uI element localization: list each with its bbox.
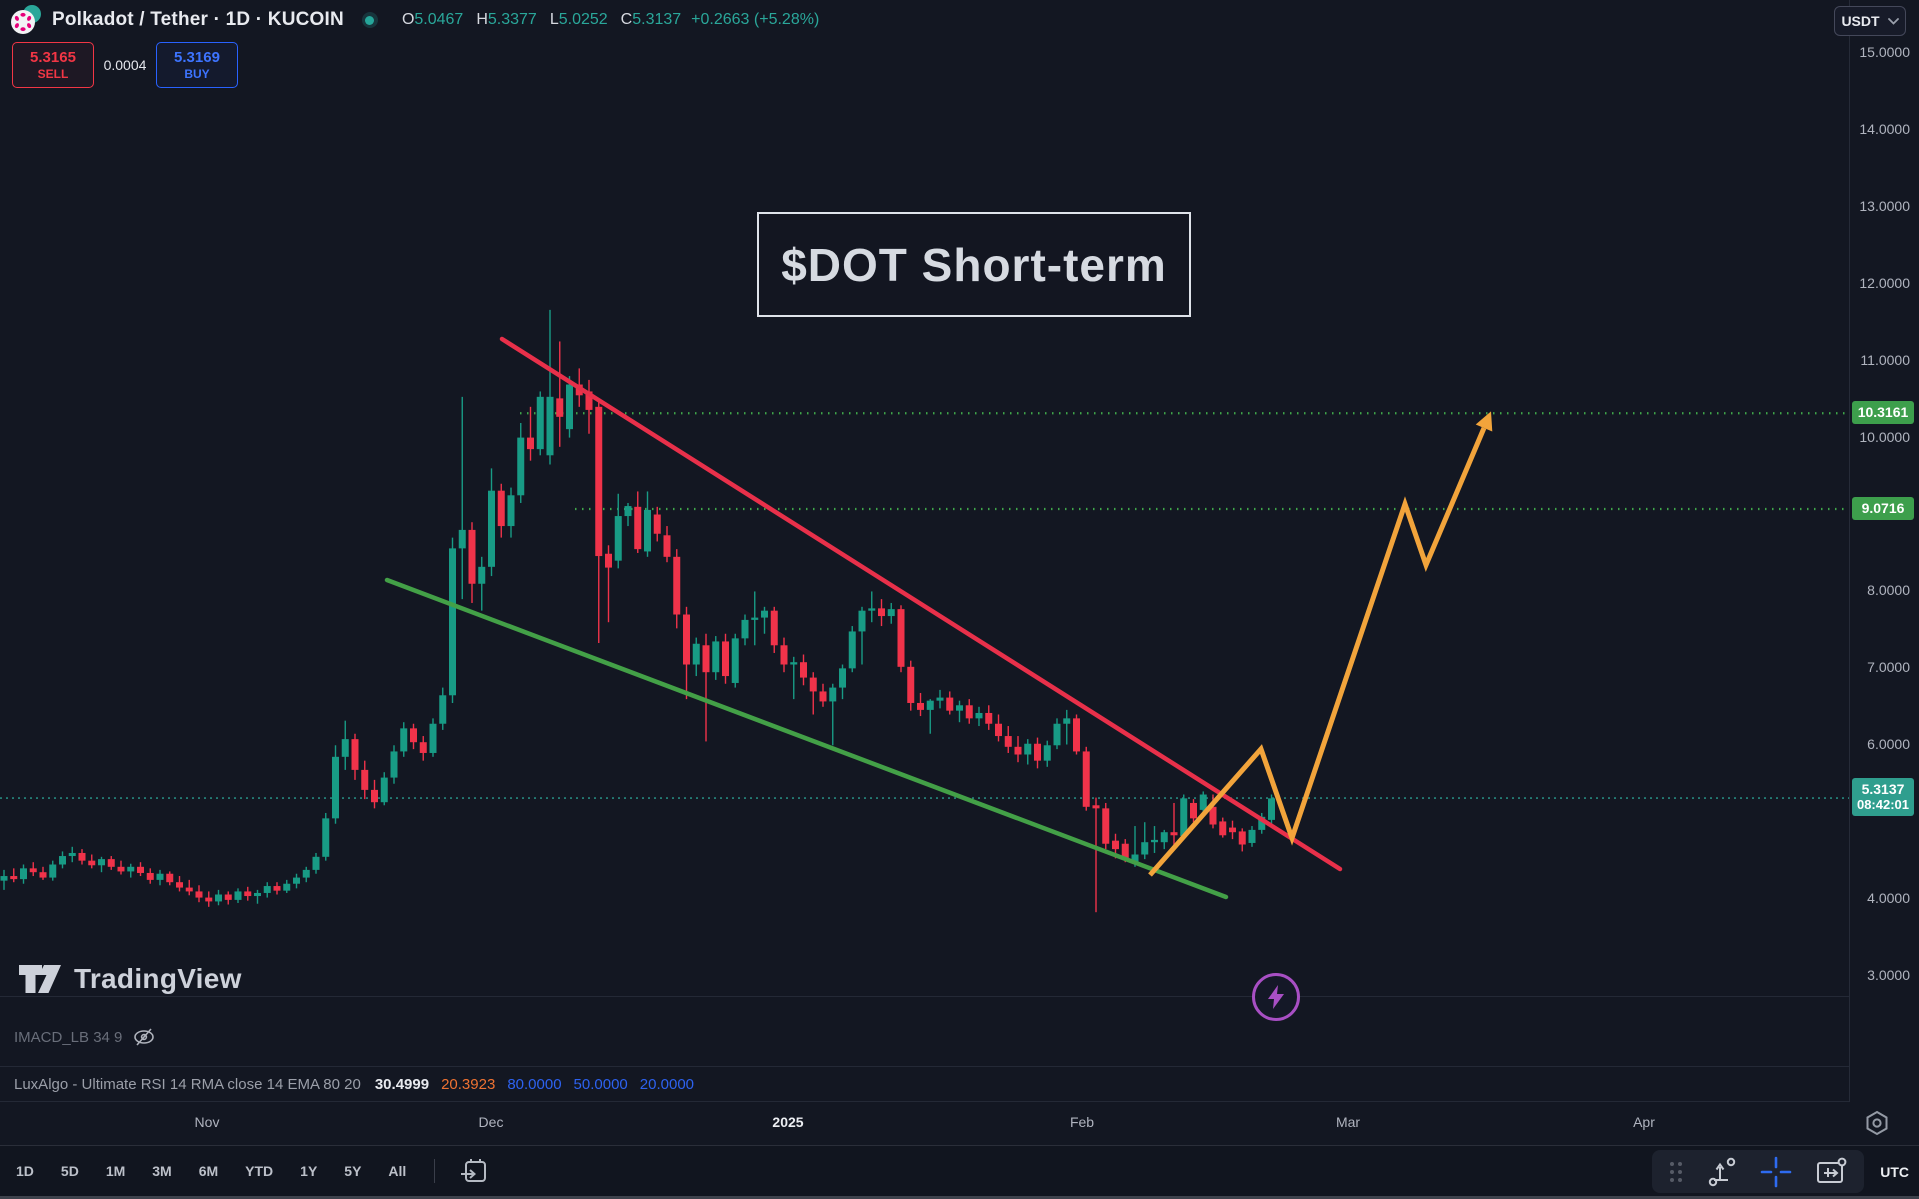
target-price-badge: 9.0716 (1852, 497, 1914, 520)
toolbar-right-group: UTC (1652, 1150, 1909, 1193)
indicator-row-luxalgo: LuxAlgo - Ultimate RSI 14 RMA close 14 E… (14, 1070, 694, 1098)
sell-button[interactable]: 5.3165 SELL (12, 42, 94, 88)
eye-hidden-icon[interactable] (132, 1025, 156, 1049)
time-axis-label: Apr (1633, 1114, 1655, 1130)
ohlc-item: L5.0252 (549, 11, 608, 28)
timeframe-group: 1D 5D 1M 3M 6M YTD 1Y 5Y All (16, 1163, 406, 1179)
time-axis[interactable]: Nov Dec 2025 Feb Mar Apr (0, 1102, 1919, 1145)
trade-panel: 5.3165 SELL 0.0004 5.3169 BUY (12, 42, 238, 88)
projection-layer[interactable] (1148, 411, 1493, 877)
tradingview-brand-text: TradingView (74, 963, 242, 994)
lightning-button[interactable] (1252, 973, 1300, 1021)
bottom-edge-strip (0, 1196, 1919, 1199)
timeframe-button-all[interactable]: All (388, 1163, 407, 1179)
timeframe-button-5y[interactable]: 5Y (344, 1163, 362, 1179)
luxalgo-value: 20.3923 (441, 1075, 496, 1093)
time-axis-label: Feb (1069, 1114, 1095, 1130)
sell-label: SELL (37, 67, 69, 81)
go-to-date-icon[interactable] (459, 1156, 489, 1186)
price-axis-label: 8.0000 (1867, 582, 1910, 599)
buy-button[interactable]: 5.3169 BUY (156, 42, 238, 88)
symbol-title[interactable]: Polkadot / Tether · 1D · KUCOIN (52, 9, 344, 30)
axis-settings-gear-icon[interactable] (1864, 1110, 1890, 1141)
time-axis-label: Dec (478, 1114, 504, 1130)
buy-label: BUY (184, 67, 210, 81)
trendlines-layer[interactable] (384, 336, 1343, 900)
price-axis-label: 3.0000 (1867, 967, 1910, 984)
polkadot-logo-icon (10, 3, 42, 37)
market-status-icon[interactable] (361, 12, 378, 28)
timeframe-button-6m[interactable]: 6M (198, 1163, 219, 1179)
price-axis-label: 14.0000 (1859, 120, 1910, 137)
luxalgo-value: 80.0000 (507, 1075, 562, 1093)
tradingview-attribution[interactable]: TradingView (18, 963, 242, 995)
time-axis-label: 2025 (772, 1114, 804, 1130)
timeframe-button-5d[interactable]: 5D (60, 1163, 79, 1179)
timeframe-button-1y[interactable]: 1Y (300, 1163, 318, 1179)
timeframe-button-1m[interactable]: 1M (105, 1163, 126, 1179)
change-value: +0.2663 (+5.28%) (691, 11, 820, 28)
currency-value: USDT (1841, 13, 1880, 29)
luxalgo-value: 30.4999 (374, 1075, 430, 1093)
bottom-toolbar: 1D 5D 1M 3M 6M YTD 1Y 5Y All (0, 1145, 1919, 1196)
toolbar-icon-panel (1652, 1150, 1865, 1193)
price-axis-label: 12.0000 (1859, 274, 1910, 291)
price-axis-label: 10.0000 (1859, 428, 1910, 445)
price-axis-label: 15.0000 (1859, 44, 1910, 60)
indicator-row-imacd: IMACD_LB 34 9 (14, 1022, 156, 1052)
chart-header: Polkadot / Tether · 1D · KUCOIN O5.0467 H… (10, 3, 820, 37)
price-axis[interactable]: 15.0000 14.0000 13.0000 12.0000 11.0000 10.00… (1849, 0, 1919, 1145)
price-axis-label: 11.0000 (1860, 351, 1910, 368)
pane-separator[interactable] (0, 996, 1919, 997)
spread-value: 0.0004 (103, 57, 147, 73)
current-price-badge: 5.3137 08:42:01 (1852, 778, 1914, 817)
drag-handle-icon[interactable] (1668, 1160, 1684, 1184)
ohlc-values: O5.0467 H5.3377 L5.0252 C5.3137 (402, 11, 681, 29)
lightning-icon (1266, 984, 1286, 1010)
annotation-text: $DOT Short-term (781, 238, 1167, 291)
currency-selector[interactable]: USDT (1834, 6, 1906, 36)
timeframe-button-ytd[interactable]: YTD (245, 1163, 274, 1179)
level-lines-layer[interactable] (0, 412, 1849, 799)
time-axis-label: Nov (194, 1114, 220, 1130)
imacd-indicator-name[interactable]: IMACD_LB 34 9 (14, 1028, 123, 1046)
price-axis-label: 7.0000 (1867, 659, 1910, 676)
candles-layer[interactable] (0, 309, 1276, 913)
timeframe-button-1d[interactable]: 1D (16, 1163, 34, 1179)
ohlc-item: O5.0467 (401, 11, 464, 28)
pane-separator[interactable] (0, 1066, 1919, 1067)
sell-price: 5.3165 (30, 49, 76, 66)
target-price-badge: 10.3161 (1852, 401, 1914, 425)
time-axis-label: Mar (1335, 1114, 1361, 1130)
timeframe-button-3m[interactable]: 3M (152, 1163, 172, 1179)
toolbar-divider (434, 1159, 436, 1183)
price-axis-label: 4.0000 (1867, 890, 1910, 907)
luxalgo-value: 20.0000 (639, 1075, 695, 1093)
price-axis-label: 6.0000 (1867, 736, 1910, 753)
pane-separator (0, 1101, 1919, 1102)
luxalgo-indicator-name[interactable]: LuxAlgo - Ultimate RSI 14 RMA close 14 E… (14, 1075, 361, 1093)
tradingview-logo-icon (18, 964, 63, 995)
measure-tool-icon[interactable] (1706, 1156, 1738, 1188)
crosshair-icon[interactable] (1760, 1156, 1792, 1188)
buy-price: 5.3169 (174, 49, 220, 66)
chevron-down-icon (1887, 17, 1899, 25)
ohlc-item: C5.3137 (620, 11, 682, 28)
ohlc-item: H5.3377 (476, 11, 537, 28)
pan-chart-icon[interactable] (1814, 1156, 1848, 1188)
timezone-button[interactable]: UTC (1880, 1163, 1909, 1180)
luxalgo-value: 50.0000 (573, 1075, 628, 1093)
chart-annotation-title[interactable]: $DOT Short-term (757, 212, 1191, 317)
luxalgo-values: 30.4999 20.3923 80.0000 50.0000 20.0000 (375, 1076, 694, 1093)
price-axis-label: 13.0000 (1859, 197, 1910, 214)
